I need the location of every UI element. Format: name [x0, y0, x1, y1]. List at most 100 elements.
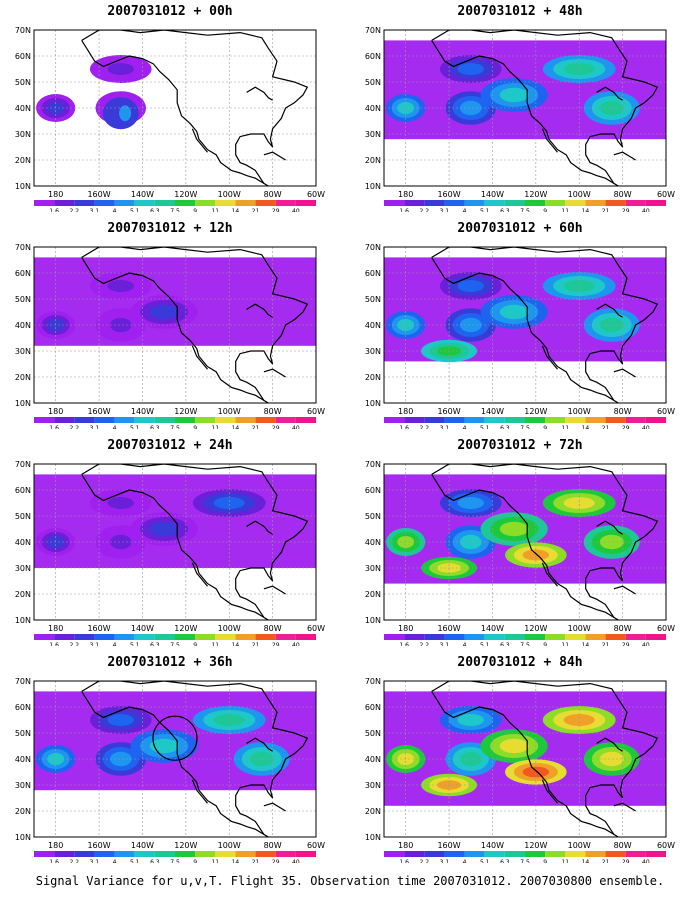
colorbar-swatch: [464, 417, 485, 423]
lon-tick-label: 60W: [657, 407, 675, 416]
colorbar-label: 11: [561, 642, 569, 646]
colorbar-swatch: [295, 634, 316, 640]
colorbar-label: 1.6: [49, 642, 59, 646]
colorbar-swatch: [295, 417, 316, 423]
colorbar-label: 21: [602, 425, 610, 429]
colorbar-swatch: [34, 417, 55, 423]
colorbar-label: 11: [211, 859, 219, 863]
variance-contour: [107, 497, 134, 509]
lon-tick-label: 80W: [614, 407, 632, 416]
colorbar-label: 11: [211, 642, 219, 646]
lat-tick-label: 40N: [15, 104, 31, 113]
variance-contour: [563, 497, 595, 509]
colorbar-swatch: [605, 200, 626, 206]
variance-contour: [563, 280, 595, 292]
variance-contour: [107, 280, 134, 292]
colorbar-swatch: [195, 200, 216, 206]
variance-contour: [213, 497, 245, 509]
lon-tick-label: 100W: [218, 190, 241, 199]
colorbar-label: 40: [642, 208, 650, 212]
lat-tick-label: 70N: [365, 460, 381, 469]
colorbar-swatch: [235, 851, 256, 857]
colorbar-swatch: [175, 851, 196, 857]
colorbar-swatch: [545, 200, 566, 206]
colorbar-label: 40: [292, 425, 300, 429]
colorbar-swatch: [235, 417, 256, 423]
colorbar-label: 9: [543, 425, 547, 429]
colorbar-label: 4: [463, 425, 467, 429]
colorbar-label: 9: [543, 642, 547, 646]
colorbar-label: 2.2: [420, 642, 430, 646]
colorbar-label: 4: [113, 859, 117, 863]
colorbar-swatch: [605, 417, 626, 423]
colorbar-label: 7.5: [520, 642, 530, 646]
colorbar-swatch: [384, 851, 405, 857]
panel-title: 2007031012 + 36h: [107, 655, 233, 670]
lon-tick-label: 60W: [657, 190, 675, 199]
colorbar-swatch: [94, 417, 115, 423]
colorbar-label: 2.2: [70, 859, 80, 863]
colorbar-label: 7.5: [170, 425, 180, 429]
colorbar-swatch: [74, 851, 95, 857]
lon-tick-label: 120W: [174, 407, 197, 416]
colorbar-label: 5.1: [480, 859, 490, 863]
colorbar-swatch: [94, 634, 115, 640]
lat-tick-label: 10N: [15, 399, 31, 408]
colorbar-swatch: [134, 417, 155, 423]
lat-tick-label: 20N: [15, 373, 31, 382]
colorbar-label: 1.6: [49, 208, 59, 212]
lat-tick-label: 30N: [365, 781, 381, 790]
colorbar-label: 3.1: [90, 208, 100, 212]
colorbar-swatch: [384, 200, 405, 206]
variance-contour: [107, 63, 134, 75]
lat-tick-label: 60N: [15, 269, 31, 278]
variance-map: 10N 20N 30N 40N 50N 60N 70N 180 160W 140W 120W 100W…: [15, 460, 325, 646]
lon-tick-label: 80W: [614, 841, 632, 850]
colorbar-swatch: [295, 200, 316, 206]
lon-tick-label: 60W: [307, 407, 325, 416]
colorbar-swatch: [154, 634, 175, 640]
lon-tick-label: 180: [48, 841, 63, 850]
lon-tick-label: 80W: [614, 190, 632, 199]
lat-tick-label: 50N: [15, 295, 31, 304]
colorbar-label: 29: [272, 425, 280, 429]
colorbar-swatch: [464, 200, 485, 206]
lon-tick-label: 180: [398, 841, 413, 850]
colorbar-label: 2.2: [70, 425, 80, 429]
lat-tick-label: 60N: [15, 703, 31, 712]
colorbar-swatch: [585, 634, 606, 640]
lat-tick-label: 30N: [365, 347, 381, 356]
lat-tick-label: 20N: [15, 156, 31, 165]
lon-tick-label: 140W: [481, 624, 504, 633]
panel-title: 2007031012 + 00h: [107, 4, 233, 19]
colorbar-label: 14: [232, 208, 240, 212]
lon-tick-label: 100W: [568, 190, 591, 199]
variance-contour: [109, 317, 132, 333]
lon-tick-label: 120W: [174, 190, 197, 199]
colorbar-label: 7.5: [170, 859, 180, 863]
variance-field: [34, 257, 316, 346]
variance-contour: [457, 280, 484, 292]
colorbar-label: 40: [292, 208, 300, 212]
lon-tick-label: 180: [398, 190, 413, 199]
colorbar: 1.6 2.2 3.1 4 5.1 6.3 7.5 9 11 14 21 29 40: [34, 634, 316, 646]
variance-contour: [213, 714, 245, 726]
lat-tick-label: 20N: [365, 156, 381, 165]
colorbar-label: 7.5: [520, 208, 530, 212]
colorbar-label: 9: [543, 859, 547, 863]
colorbar-swatch: [175, 200, 196, 206]
lon-tick-label: 120W: [524, 841, 547, 850]
map-panel: 2007031012 + 60h 10N 20N 30N 40N 50N 60N 70N 180…: [350, 217, 690, 429]
lon-tick-label: 120W: [524, 407, 547, 416]
lat-tick-label: 10N: [365, 399, 381, 408]
panel-title: 2007031012 + 48h: [457, 4, 583, 19]
lon-tick-label: 140W: [481, 841, 504, 850]
variance-map: 10N 20N 30N 40N 50N 60N 70N 180 160W 140W 120W 100W…: [15, 26, 325, 212]
colorbar-label: 5.1: [130, 208, 140, 212]
colorbar-label: 6.3: [150, 425, 160, 429]
colorbar-swatch: [484, 851, 505, 857]
colorbar-label: 1.6: [399, 859, 409, 863]
colorbar-label: 7.5: [170, 642, 180, 646]
colorbar-swatch: [34, 200, 55, 206]
lon-tick-label: 120W: [174, 841, 197, 850]
